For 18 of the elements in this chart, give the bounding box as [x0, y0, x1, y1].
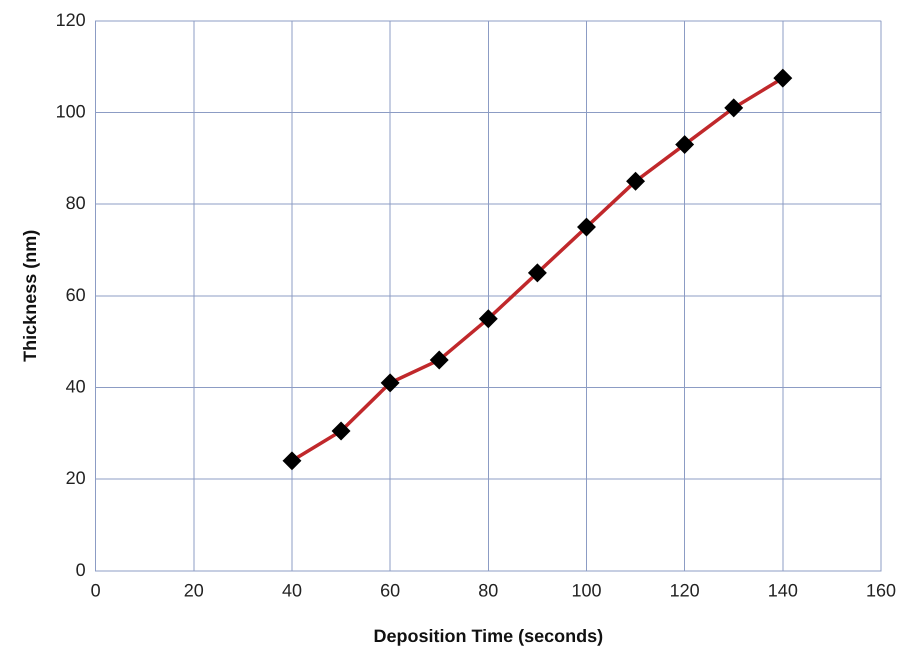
y-tick-label: 20 — [66, 468, 86, 488]
y-tick-label: 120 — [56, 10, 86, 30]
x-tick-label: 100 — [571, 580, 602, 601]
x-axis-title: Deposition Time (seconds) — [373, 626, 604, 646]
y-tick-label: 100 — [56, 101, 86, 122]
y-tick-label: 40 — [66, 376, 86, 396]
x-tick-label: 80 — [478, 580, 498, 601]
x-tick-label: 20 — [184, 580, 204, 601]
y-axis-title: Thickness (nm) — [20, 230, 40, 362]
y-tick-label: 60 — [66, 284, 86, 305]
y-tick-label: 80 — [66, 193, 86, 214]
x-tick-label: 140 — [768, 580, 798, 601]
y-tick-label: 0 — [76, 560, 86, 580]
x-tick-label: 60 — [380, 580, 400, 601]
x-tick-label: 160 — [866, 580, 896, 601]
x-tick-label: 120 — [670, 580, 700, 601]
x-tick-label: 0 — [90, 580, 101, 601]
x-tick-label: 40 — [282, 580, 302, 601]
